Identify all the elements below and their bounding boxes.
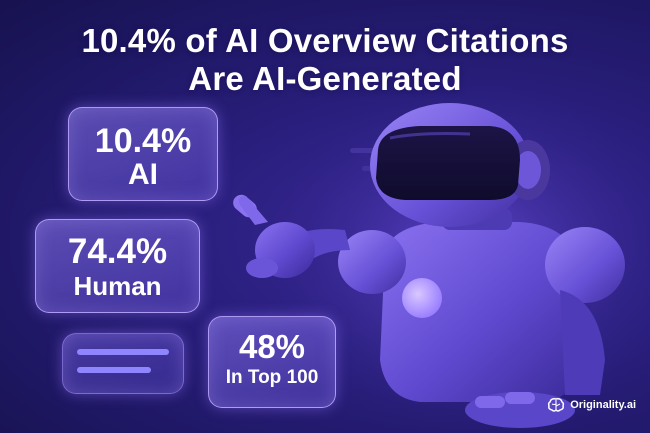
stat-card-top-100: 48% In Top 100 [208, 316, 336, 408]
robot-head [370, 103, 550, 227]
stat-card-ai: 10.4% AI [68, 107, 218, 201]
text-line-placeholder [77, 349, 169, 355]
robot-pointing-hand [233, 194, 315, 278]
text-line-placeholder [77, 367, 151, 373]
stat-label-human: Human [73, 271, 162, 301]
title-line-2: Are AI-Generated [188, 60, 462, 97]
stat-card-human: 74.4% Human [35, 219, 200, 313]
stat-value-ai: 10.4% [94, 122, 192, 160]
brand-name: Originality.ai [570, 399, 636, 411]
page-title: 10.4% of AI Overview Citations Are AI-Ge… [0, 22, 650, 98]
stat-label-top-100: In Top 100 [225, 367, 319, 388]
decorative-text-card [62, 333, 184, 394]
brain-icon [548, 398, 565, 412]
stat-label-ai: AI [128, 158, 158, 191]
robot-visor [376, 126, 520, 200]
robot-chest-light [402, 278, 442, 318]
stat-value-top-100: 48% [238, 328, 306, 365]
brand-logo: Originality.ai [547, 397, 636, 413]
robot-torso [380, 222, 580, 402]
robot-right-arm [560, 290, 605, 395]
stat-value-human: 74.4% [67, 232, 168, 271]
title-line-1: 10.4% of AI Overview Citations [81, 22, 569, 59]
robot-resting-hand [465, 392, 575, 428]
robot-right-shoulder [545, 227, 625, 303]
robot-left-shoulder [338, 230, 406, 294]
